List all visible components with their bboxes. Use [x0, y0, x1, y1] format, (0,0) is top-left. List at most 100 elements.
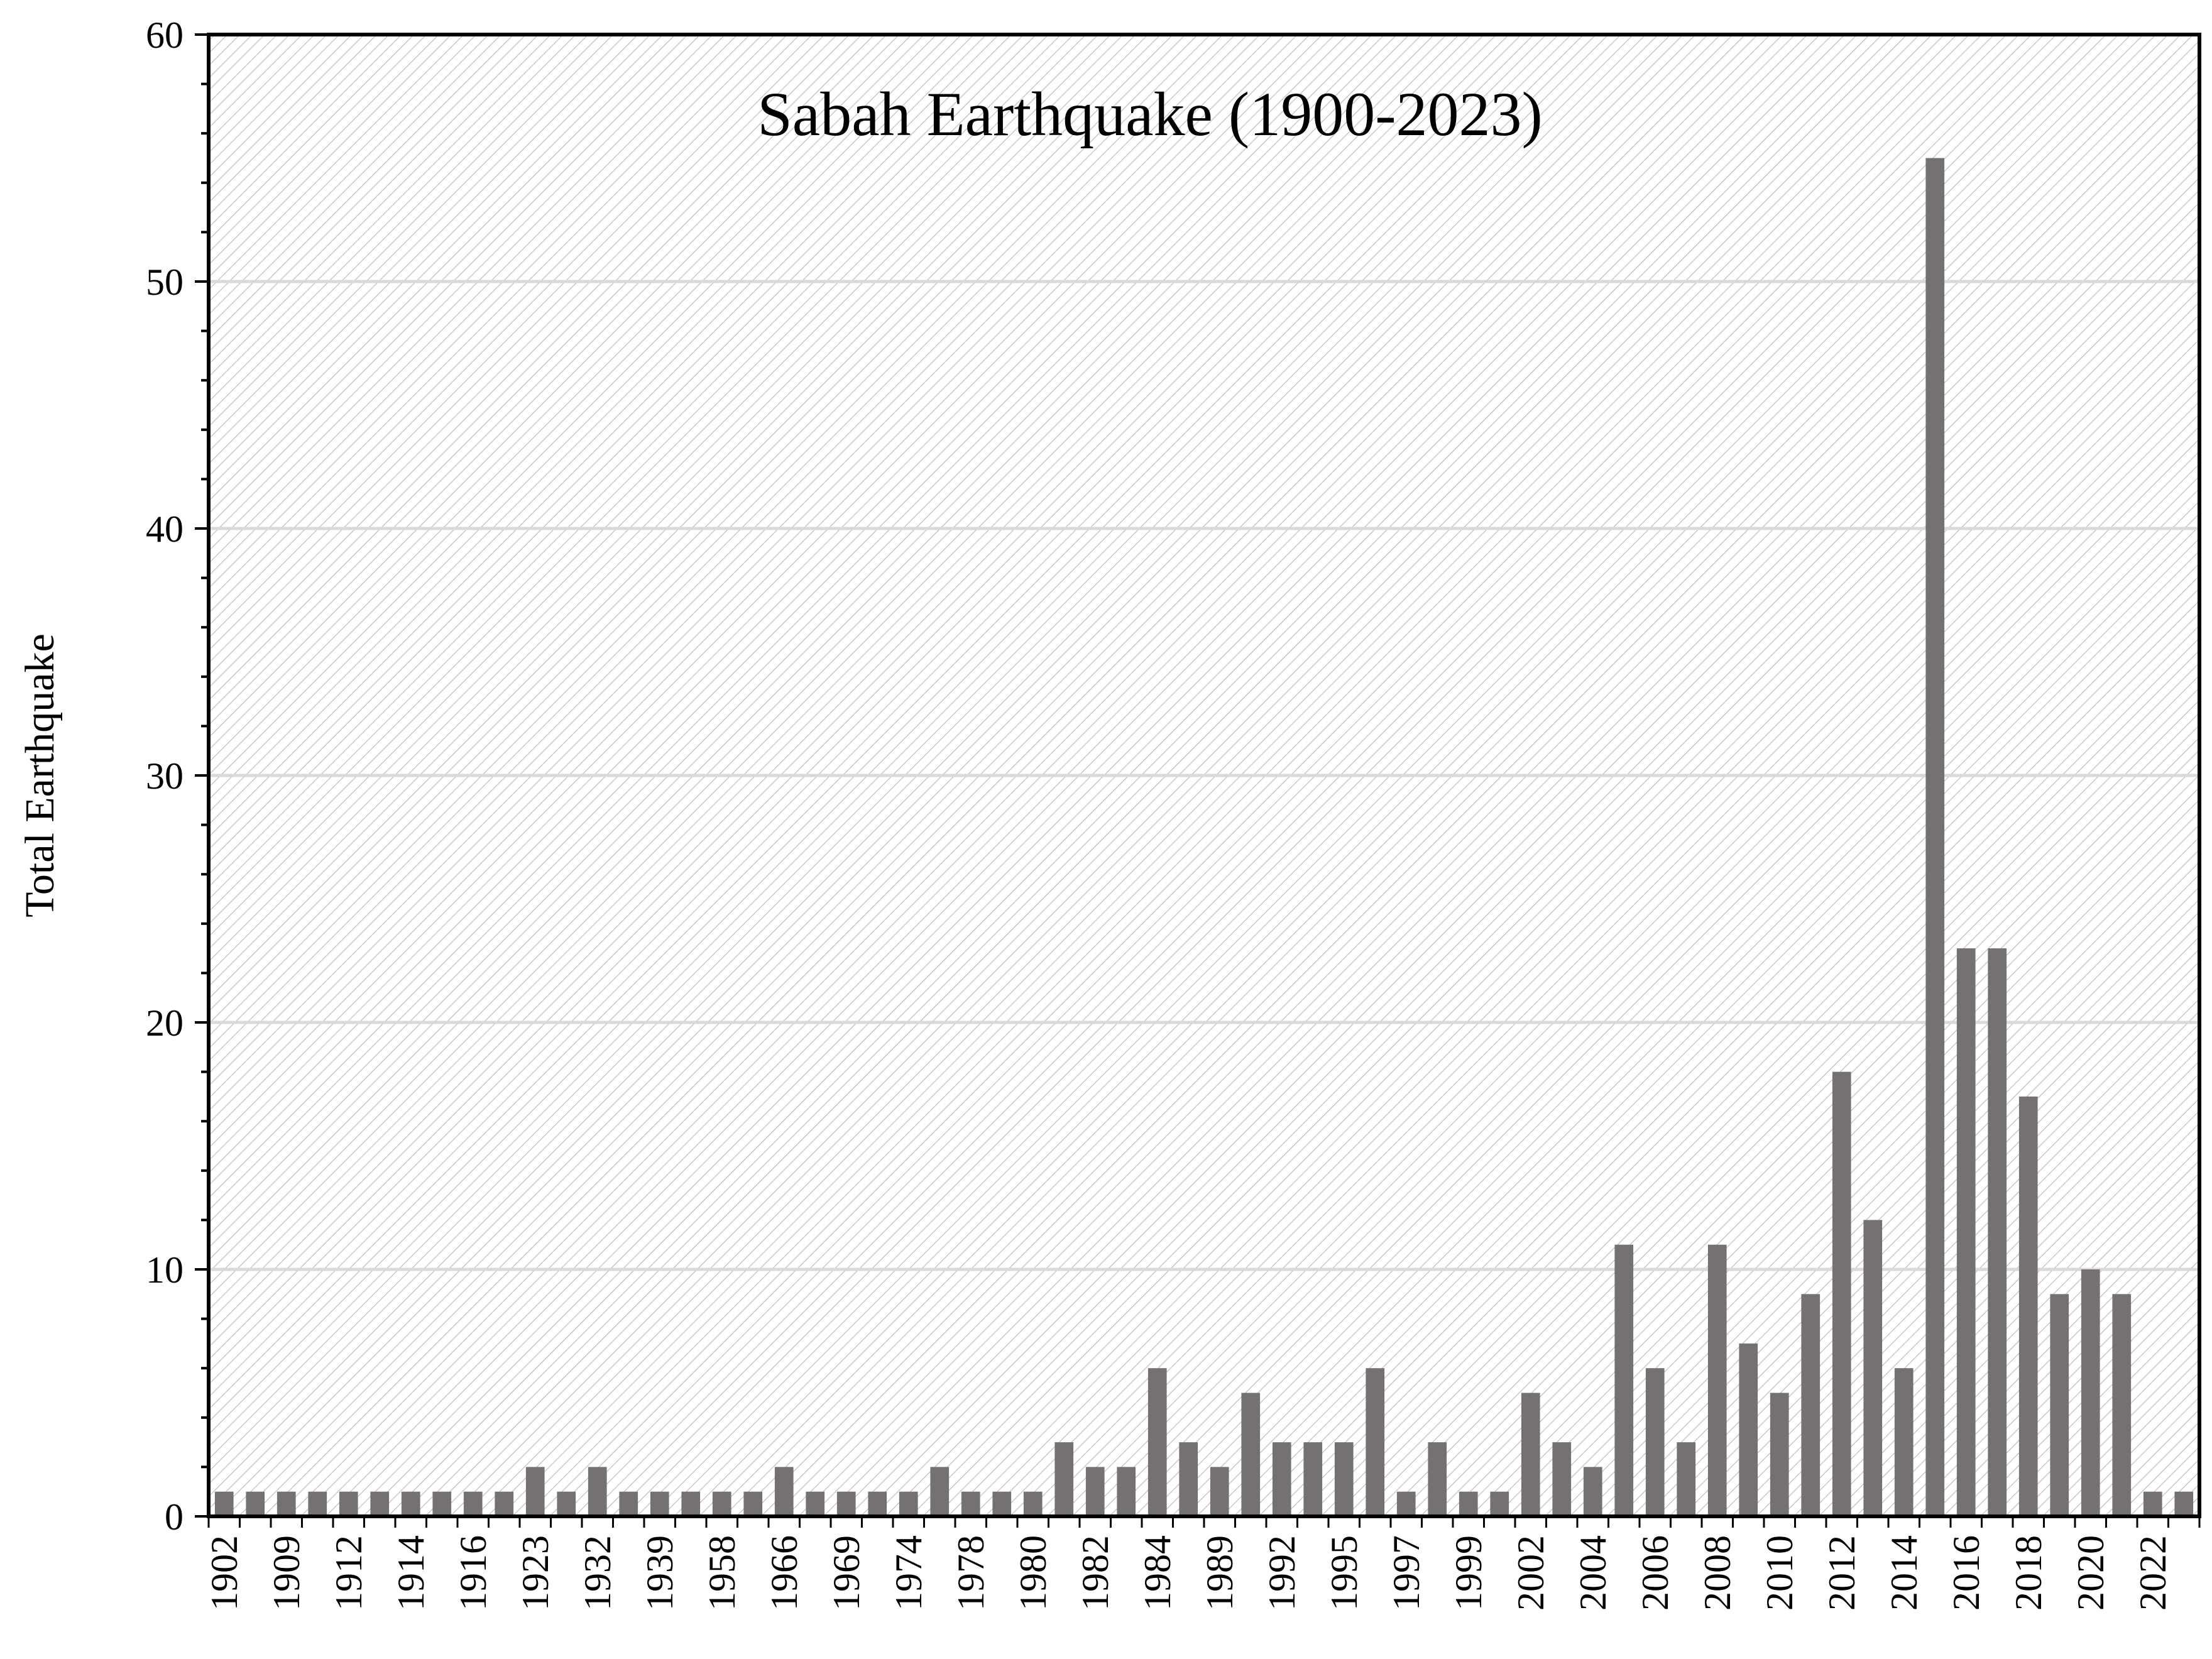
- x-tick-label-group: 2012: [1821, 1535, 1863, 1611]
- x-tick-label: 2010: [1759, 1535, 1800, 1611]
- x-tick-label: 1939: [639, 1535, 681, 1611]
- x-tick-label: 1969: [826, 1535, 867, 1611]
- bar: [2018, 1096, 2038, 1516]
- x-tick-label: 2020: [2070, 1535, 2111, 1611]
- bar: [432, 1491, 452, 1516]
- bars: [214, 158, 2194, 1516]
- x-tick-label: 1992: [1261, 1535, 1303, 1611]
- x-tick-label: 2016: [1946, 1535, 1987, 1611]
- bar: [1863, 1220, 1883, 1516]
- bar: [2112, 1294, 2132, 1516]
- bar: [836, 1491, 856, 1516]
- x-tick-label: 1923: [515, 1535, 556, 1611]
- bar: [1707, 1244, 1727, 1516]
- bar: [1023, 1491, 1043, 1516]
- x-tick-label-group: 2022: [2132, 1535, 2174, 1611]
- x-tick-label-group: 2006: [1634, 1535, 1676, 1611]
- x-tick-label: 2014: [1883, 1535, 1925, 1611]
- x-tick-label: 1932: [577, 1535, 618, 1611]
- chart-title: Sabah Earthquake (1900-2023): [757, 79, 1543, 149]
- bar: [1334, 1442, 1354, 1516]
- bar: [2081, 1269, 2100, 1516]
- x-tick-label: 1999: [1448, 1535, 1489, 1611]
- y-tick-label: 60: [146, 14, 183, 56]
- x-tick-label: 1974: [888, 1535, 929, 1611]
- bar: [525, 1467, 545, 1516]
- x-tick-label-group: 2002: [1510, 1535, 1552, 1611]
- bar: [961, 1491, 980, 1516]
- x-tick-label: 1978: [950, 1535, 992, 1611]
- bar: [1614, 1244, 1634, 1516]
- y-tick-label: 30: [146, 755, 183, 797]
- bar: [1490, 1491, 1509, 1516]
- x-tick-label: 1980: [1012, 1535, 1054, 1611]
- x-tick-label: 1902: [204, 1535, 245, 1611]
- x-tick-label-group: 1958: [701, 1535, 743, 1611]
- x-tick-label: 1912: [328, 1535, 370, 1611]
- bar: [246, 1491, 265, 1516]
- bar: [1303, 1442, 1323, 1516]
- bar: [1739, 1343, 1758, 1516]
- x-tick-label-group: 1923: [515, 1535, 556, 1611]
- bar: [588, 1467, 607, 1516]
- x-tick-label: 2012: [1821, 1535, 1863, 1611]
- y-tick-label: 40: [146, 508, 183, 550]
- bar: [1272, 1442, 1291, 1516]
- bar: [1832, 1071, 1851, 1516]
- bar: [2143, 1491, 2162, 1516]
- bar: [1428, 1442, 1447, 1516]
- x-tick-label: 2006: [1634, 1535, 1676, 1611]
- x-tick-label-group: 1939: [639, 1535, 681, 1611]
- bar: [1583, 1467, 1602, 1516]
- x-tick-label-group: 1999: [1448, 1535, 1489, 1611]
- bar: [1210, 1467, 1229, 1516]
- x-tick-label: 2002: [1510, 1535, 1552, 1611]
- bar: [1521, 1393, 1540, 1516]
- bar: [1179, 1442, 1198, 1516]
- bar: [743, 1491, 763, 1516]
- x-tick-label: 1989: [1199, 1535, 1240, 1611]
- bar: [650, 1491, 669, 1516]
- x-axis-ticks: 1902 1909 1912 1914 1916 1923 1932 1939 1958 1966…: [204, 1516, 2201, 1611]
- x-tick-label-group: 1978: [950, 1535, 992, 1611]
- bar: [1117, 1467, 1136, 1516]
- x-tick-label: 1982: [1075, 1535, 1116, 1611]
- bar: [339, 1491, 358, 1516]
- x-tick-label: 1995: [1323, 1535, 1365, 1611]
- x-tick-label-group: 1995: [1323, 1535, 1365, 1611]
- bar: [495, 1491, 514, 1516]
- x-tick-label-group: 2014: [1883, 1535, 1925, 1611]
- y-tick-label: 0: [165, 1496, 183, 1538]
- x-tick-label: 2008: [1697, 1535, 1738, 1611]
- x-tick-label-group: 2016: [1946, 1535, 1987, 1611]
- bar: [1956, 948, 1976, 1516]
- bar: [1459, 1491, 1478, 1516]
- bar: [868, 1491, 887, 1516]
- x-tick-label-group: 2010: [1759, 1535, 1800, 1611]
- x-tick-label-group: 1916: [452, 1535, 494, 1611]
- x-tick-label: 1916: [452, 1535, 494, 1611]
- x-tick-label: 1909: [266, 1535, 307, 1611]
- x-tick-label-group: 1992: [1261, 1535, 1303, 1611]
- y-tick-label: 10: [146, 1249, 183, 1291]
- y-axis-label: Total Earthquake: [17, 633, 63, 917]
- x-tick-label-group: 1997: [1386, 1535, 1427, 1611]
- x-tick-label: 1914: [390, 1535, 432, 1611]
- bar: [1645, 1368, 1665, 1516]
- x-tick-label-group: 2008: [1697, 1535, 1738, 1611]
- x-tick-label-group: 1984: [1137, 1535, 1178, 1611]
- bar: [214, 1491, 234, 1516]
- bar: [774, 1467, 794, 1516]
- x-tick-label: 2004: [1572, 1535, 1614, 1611]
- bar: [276, 1491, 296, 1516]
- bar: [930, 1467, 950, 1516]
- y-tick-label: 20: [146, 1002, 183, 1044]
- bar: [1770, 1393, 1789, 1516]
- x-tick-label-group: 1902: [204, 1535, 245, 1611]
- x-tick-label-group: 2018: [2008, 1535, 2049, 1611]
- bar: [2174, 1491, 2194, 1516]
- bar: [463, 1491, 483, 1516]
- x-tick-label: 1984: [1137, 1535, 1178, 1611]
- bar: [681, 1491, 701, 1516]
